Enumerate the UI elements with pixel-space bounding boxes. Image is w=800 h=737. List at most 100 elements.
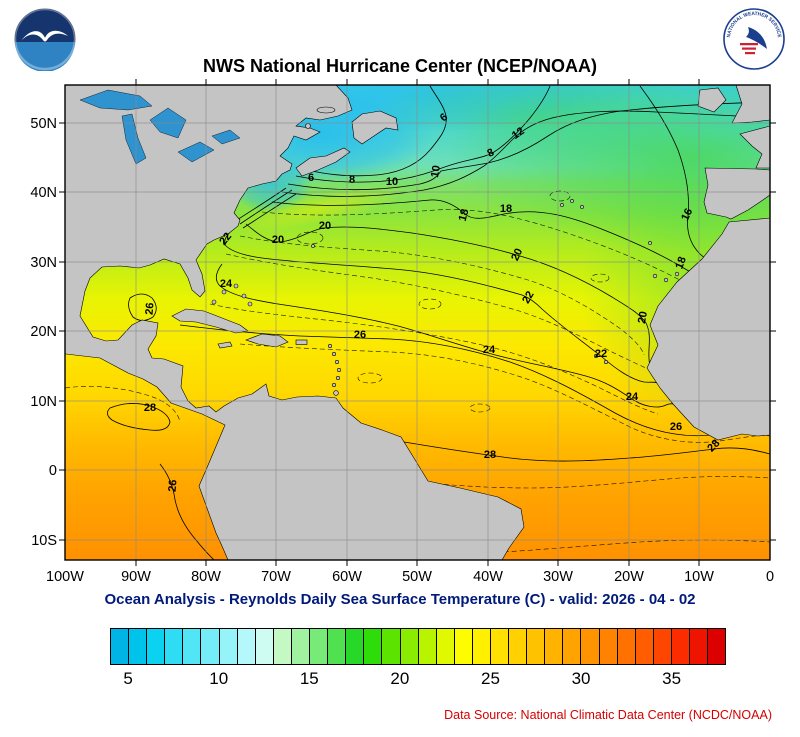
colorbar-tick-label: 5 — [123, 669, 133, 688]
africa — [646, 217, 770, 441]
contour-label: 10 — [386, 176, 398, 188]
noaa-seagull-icon — [21, 30, 68, 42]
contour-label: 26 — [144, 302, 157, 315]
colorbar-tick-label: 20 — [390, 669, 410, 688]
axis-ticks — [59, 79, 776, 566]
sst-map: 50N 40N 30N 20N 10N 0 10S 100W 90W 80W 7… — [30, 79, 776, 585]
colorbar-cell — [652, 628, 672, 665]
contour-label: 24 — [483, 344, 496, 356]
lon-tick-label: 0 — [766, 569, 774, 585]
colorbar-cell — [689, 628, 709, 665]
contour-label: 28 — [144, 402, 156, 414]
contour-label: 6 — [308, 172, 314, 184]
lon-tick-label: 40W — [473, 569, 503, 585]
contour-label: 20 — [272, 234, 284, 246]
noaa-logo-sea — [15, 42, 75, 71]
contour-label: 8 — [349, 174, 355, 186]
north-south-america — [65, 85, 525, 560]
newfoundland — [351, 110, 399, 145]
colorbar-cell — [290, 628, 311, 665]
colorbar-cell — [363, 628, 383, 665]
colorbar-cell — [146, 628, 166, 665]
colorbar-cell — [218, 628, 238, 665]
lon-tick-label: 20W — [614, 569, 644, 585]
page-title: NWS National Hurricane Center (NCEP/NOAA… — [202, 56, 598, 76]
nws-logo: NATIONAL WEATHER SERVICE — [723, 8, 785, 70]
nws-bird-icon — [746, 27, 767, 49]
puerto-rico — [295, 339, 308, 345]
colorbar-cell — [309, 628, 329, 665]
contour-label: 22 — [595, 348, 607, 360]
colorbar-cell — [327, 628, 347, 665]
colorbar-cell — [707, 628, 727, 665]
isotherm-contours — [65, 85, 770, 560]
canary-islands — [652, 271, 680, 283]
colorbar-tick-label: 35 — [662, 669, 682, 688]
colorbar-cell — [164, 628, 184, 665]
colorbar-cell — [670, 628, 690, 665]
contour-label: 20 — [319, 220, 331, 232]
colorbar-cell — [544, 628, 564, 665]
iberia — [703, 167, 770, 220]
contour-label: 12 — [510, 125, 527, 142]
colorbar-tick-label: 15 — [299, 669, 319, 688]
colorbar-cell — [471, 628, 491, 665]
nova-scotia — [295, 147, 351, 177]
lon-tick-label: 90W — [121, 569, 151, 585]
lat-tick-label: 40N — [30, 185, 57, 201]
contour-labels: 6 12 8 16 6 8 10 10 18 18 22 20 20 20 24… — [144, 111, 723, 492]
colorbar-cell — [598, 628, 618, 665]
noaa-logo-ring — [13, 7, 77, 71]
colorbar-cell — [236, 628, 256, 665]
azores — [560, 199, 584, 209]
lon-tick-label: 50W — [402, 569, 432, 585]
noaa-logo — [13, 7, 77, 71]
colorbar-cell — [435, 628, 455, 665]
anticosti-island — [316, 106, 336, 114]
colorbar-cell — [489, 628, 510, 665]
colorbar-cells — [110, 628, 727, 665]
bermuda — [311, 244, 315, 248]
lesser-antilles — [327, 343, 341, 396]
britain — [731, 85, 770, 124]
prince-edward-island — [305, 123, 311, 129]
colorbar-cell — [128, 628, 148, 665]
land-masses — [65, 85, 770, 560]
colorbar-cell — [417, 628, 437, 665]
colorbar-cell — [562, 628, 582, 665]
contour-label: 22 — [520, 289, 537, 306]
colorbar-cell — [634, 628, 654, 665]
lon-tick-label: 100W — [46, 569, 84, 585]
colorbar-cell — [616, 628, 636, 665]
data-source-note: Data Source: National Climatic Data Cent… — [444, 708, 772, 722]
colorbar-cell — [110, 628, 130, 665]
contour-label: 26 — [670, 421, 682, 433]
hispaniola — [245, 333, 289, 348]
nws-stripe-2 — [742, 47, 756, 50]
lat-tick-label: 10S — [31, 533, 57, 549]
bahamas — [211, 283, 253, 307]
contour-label: 28 — [484, 449, 496, 461]
lon-tick-label: 30W — [543, 569, 573, 585]
colorbar-tick-label: 25 — [481, 669, 500, 688]
lat-tick-label: 50N — [30, 116, 57, 132]
grid-lines — [65, 85, 770, 560]
contour-label: 18 — [673, 255, 688, 271]
contour-label: 18 — [500, 203, 512, 215]
lon-tick-label: 10W — [684, 569, 714, 585]
colorbar-cell — [200, 628, 220, 665]
cape-verde — [593, 353, 608, 364]
colorbar-tick-label: 30 — [571, 669, 591, 688]
colorbar-tick-label: 10 — [209, 669, 229, 688]
colorbar-cell — [345, 628, 365, 665]
jamaica — [217, 341, 233, 349]
madeira — [648, 241, 652, 245]
lon-tick-label: 60W — [332, 569, 362, 585]
contour-label: 10 — [429, 164, 443, 178]
contour-label: 16 — [679, 207, 695, 223]
nws-stripe-3 — [745, 52, 755, 55]
lat-tick-label: 20N — [30, 324, 57, 340]
great-lakes — [79, 89, 241, 165]
contour-label: 26 — [167, 479, 180, 492]
